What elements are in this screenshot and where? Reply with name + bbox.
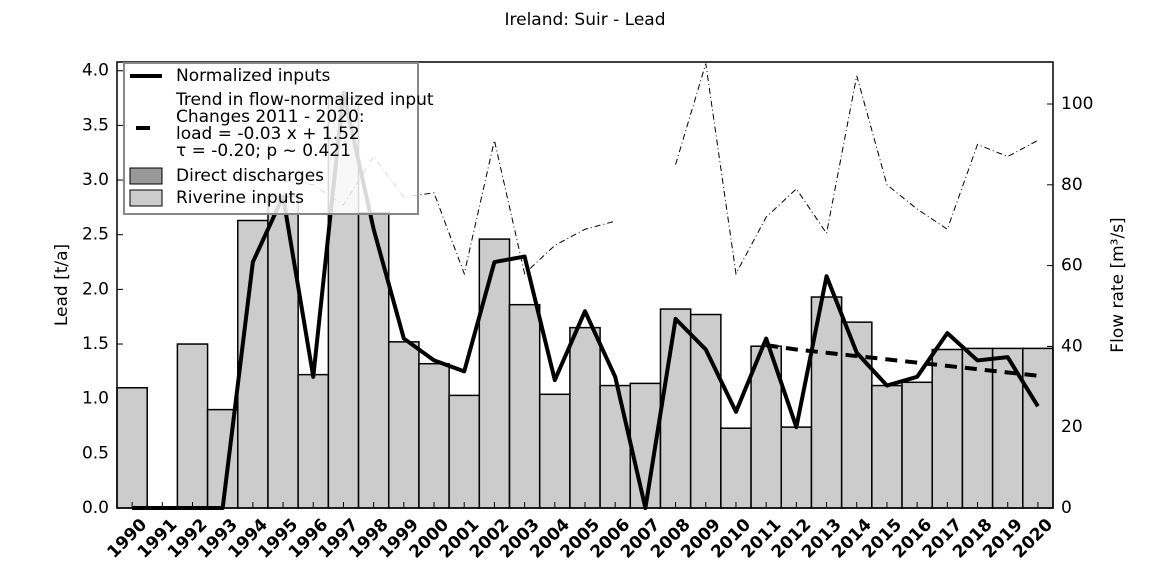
y2-tick-label: 40 xyxy=(1061,336,1083,356)
y2-tick-label: 80 xyxy=(1061,175,1083,195)
bar xyxy=(508,303,541,509)
legend-label: Direct discharges xyxy=(176,166,324,186)
bar xyxy=(720,427,752,509)
y-tick-label: 1.5 xyxy=(82,334,109,354)
legend-label: Riverine inputs xyxy=(176,188,304,208)
y2-tick-label: 60 xyxy=(1061,256,1083,276)
annotation: τ = -0.20; p ~ 0.421 xyxy=(176,141,351,161)
y2-tick-label: 100 xyxy=(1061,94,1093,114)
y2-tick-label: 0 xyxy=(1061,498,1072,518)
bar xyxy=(297,373,330,509)
bar xyxy=(599,384,632,509)
y2-axis-label: Flow rate [m³/s] xyxy=(1108,217,1128,352)
bar xyxy=(478,238,511,509)
bar xyxy=(116,387,148,509)
flow-line xyxy=(282,63,1039,276)
y-tick-label: 2.0 xyxy=(82,279,109,299)
bar xyxy=(689,313,722,509)
annotation: load = -0.03 x + 1.52 xyxy=(176,124,360,144)
bar xyxy=(659,308,692,509)
legend-box xyxy=(123,62,419,215)
bar xyxy=(961,347,994,509)
legend-swatch xyxy=(129,189,163,207)
bar xyxy=(448,394,481,509)
y-tick-label: 4.0 xyxy=(82,61,109,81)
bar xyxy=(357,212,390,509)
annotation: Changes 2011 - 2020: xyxy=(176,107,365,127)
y-tick-label: 0.5 xyxy=(82,443,109,463)
y-tick-label: 0.0 xyxy=(82,498,109,518)
bar xyxy=(176,343,209,509)
bar xyxy=(780,426,813,509)
y-tick-label: 2.5 xyxy=(82,225,109,245)
trend-line xyxy=(765,343,1039,378)
y-tick-label: 1.0 xyxy=(82,389,109,409)
bar xyxy=(871,384,903,509)
bar xyxy=(418,362,450,509)
y2-tick-label: 20 xyxy=(1061,417,1083,437)
y-axis-label: Lead [t/a] xyxy=(52,244,72,326)
bar xyxy=(267,195,299,509)
bar xyxy=(387,341,420,509)
y-tick-label: 3.0 xyxy=(82,170,109,190)
chart-title: Ireland: Suir - Lead xyxy=(505,10,666,30)
bar xyxy=(1022,347,1054,509)
legend: Normalized inputs Trend in flow-normalize… xyxy=(123,62,434,215)
y-tick-label: 3.5 xyxy=(82,115,109,135)
legend-label: Normalized inputs xyxy=(176,66,331,86)
legend-swatch xyxy=(129,167,163,185)
bar xyxy=(569,326,601,509)
bar xyxy=(931,348,964,509)
legend-label: Trend in flow-normalized input xyxy=(175,90,434,110)
bar xyxy=(901,381,933,509)
bar xyxy=(538,393,571,509)
